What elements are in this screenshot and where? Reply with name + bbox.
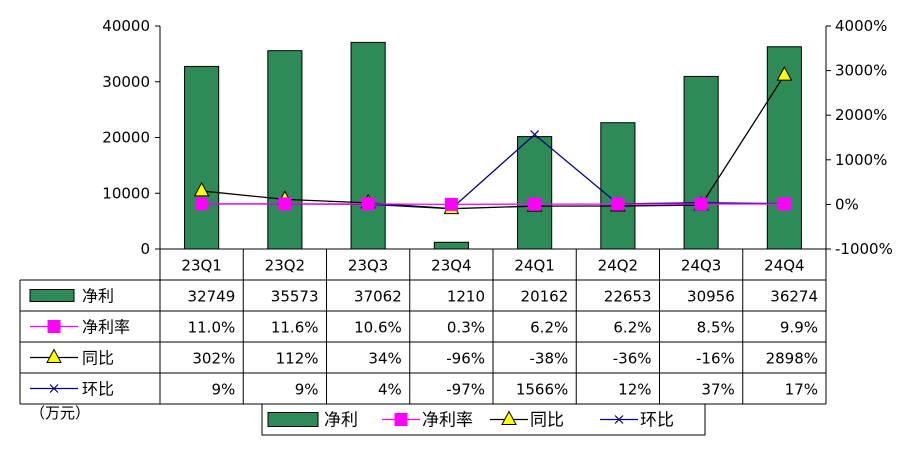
row-label-净利: 净利 bbox=[82, 287, 114, 306]
cell-环比-23Q4: -97% bbox=[446, 381, 485, 399]
cell-净利-23Q2: 35573 bbox=[271, 288, 319, 306]
left-tick-label: 30000 bbox=[102, 73, 150, 91]
point-净利率-24Q1 bbox=[528, 197, 542, 211]
right-tick-label: 2000% bbox=[835, 106, 887, 124]
row-key-marker-净利率 bbox=[47, 320, 61, 333]
category-label: 24Q1 bbox=[514, 257, 554, 275]
row-key-marker-环比 bbox=[49, 384, 59, 393]
unit-label: （万元） bbox=[30, 404, 90, 422]
bar-23Q1 bbox=[184, 65, 220, 250]
point-净利率-23Q3 bbox=[361, 197, 375, 211]
cell-净利率-24Q1: 6.2% bbox=[530, 319, 568, 337]
point-净利率-23Q1 bbox=[195, 197, 209, 211]
point-同比-23Q1 bbox=[193, 181, 210, 197]
legend-label-环比: 环比 bbox=[640, 411, 674, 431]
point-净利率-24Q4 bbox=[777, 197, 791, 211]
cell-净利-23Q4: 1210 bbox=[447, 288, 485, 306]
row-key-marker-同比 bbox=[46, 348, 62, 363]
line-净利率 bbox=[201, 203, 785, 206]
left-tick-label: 40000 bbox=[102, 17, 150, 35]
right-tick-label: 3000% bbox=[835, 62, 887, 80]
cell-净利率-23Q1: 11.0% bbox=[188, 319, 236, 337]
cell-净利率-23Q3: 10.6% bbox=[354, 319, 402, 337]
left-tick-label: 20000 bbox=[102, 129, 150, 147]
cell-净利率-23Q4: 0.3% bbox=[447, 319, 485, 337]
legend-label-净利: 净利 bbox=[324, 411, 358, 431]
cell-同比-23Q3: 34% bbox=[368, 350, 401, 368]
point-净利率-23Q2 bbox=[278, 197, 292, 211]
cell-环比-24Q2: 12% bbox=[618, 381, 651, 399]
cell-净利率-24Q4: 9.9% bbox=[780, 319, 818, 337]
cell-净利-24Q3: 30956 bbox=[687, 288, 735, 306]
cell-净利-24Q2: 22653 bbox=[604, 288, 652, 306]
cell-净利率-24Q2: 6.2% bbox=[613, 319, 651, 337]
category-label: 23Q1 bbox=[181, 257, 221, 275]
legend-marker-同比 bbox=[501, 410, 517, 425]
cell-环比-23Q2: 9% bbox=[295, 381, 319, 399]
legend-marker-环比 bbox=[614, 415, 624, 424]
point-净利率-23Q4 bbox=[444, 197, 458, 211]
row-key-净利 bbox=[29, 289, 75, 302]
bar-23Q4 bbox=[433, 241, 469, 250]
legend-box bbox=[261, 403, 706, 436]
category-label: 24Q4 bbox=[764, 257, 804, 275]
legend-label-净利率: 净利率 bbox=[422, 411, 473, 431]
bar-24Q1 bbox=[517, 136, 553, 250]
cell-同比-24Q1: -38% bbox=[529, 350, 568, 368]
row-label-环比: 环比 bbox=[82, 380, 114, 399]
cell-环比-23Q3: 4% bbox=[378, 381, 402, 399]
cell-同比-23Q2: 112% bbox=[276, 350, 319, 368]
cell-环比-24Q3: 37% bbox=[701, 381, 734, 399]
point-同比-24Q4 bbox=[776, 66, 793, 81]
cell-净利率-23Q2: 11.6% bbox=[271, 319, 319, 337]
cell-净利-23Q3: 37062 bbox=[354, 288, 402, 306]
cell-环比-24Q1: 1566% bbox=[516, 381, 568, 399]
point-环比-24Q1 bbox=[530, 130, 540, 139]
cell-环比-23Q1: 9% bbox=[211, 381, 235, 399]
bar-24Q4 bbox=[766, 46, 802, 250]
cell-同比-24Q3: -16% bbox=[696, 350, 735, 368]
category-label: 24Q2 bbox=[598, 257, 638, 275]
cell-净利率-24Q3: 8.5% bbox=[697, 319, 735, 337]
point-净利率-24Q3 bbox=[694, 197, 708, 211]
right-tick-label: -1000% bbox=[835, 240, 893, 258]
point-净利率-24Q2 bbox=[611, 197, 625, 211]
line-同比 bbox=[201, 74, 785, 210]
category-label: 23Q2 bbox=[265, 257, 305, 275]
legend-key-净利 bbox=[267, 412, 319, 427]
bar-23Q3 bbox=[350, 41, 386, 250]
cell-净利-23Q1: 32749 bbox=[188, 288, 236, 306]
legend-label-同比: 同比 bbox=[530, 411, 564, 431]
row-label-净利率: 净利率 bbox=[82, 318, 130, 337]
cell-净利-24Q4: 36274 bbox=[770, 288, 818, 306]
right-tick-label: 0% bbox=[835, 195, 859, 213]
bar-24Q3 bbox=[683, 75, 719, 250]
category-label: 23Q3 bbox=[348, 257, 388, 275]
category-label: 24Q3 bbox=[681, 257, 721, 275]
bar-24Q2 bbox=[600, 122, 636, 250]
cell-净利-24Q1: 20162 bbox=[521, 288, 569, 306]
cell-同比-23Q1: 302% bbox=[192, 350, 235, 368]
right-tick-label: 4000% bbox=[835, 17, 887, 35]
category-label: 23Q4 bbox=[431, 257, 471, 275]
legend-marker-净利率 bbox=[394, 413, 408, 426]
bar-23Q2 bbox=[267, 50, 303, 250]
left-tick-label: 10000 bbox=[102, 184, 150, 202]
left-tick-label: 0 bbox=[140, 240, 150, 258]
row-label-同比: 同比 bbox=[82, 349, 114, 368]
cell-同比-24Q4: 2898% bbox=[766, 350, 818, 368]
cell-同比-23Q4: -96% bbox=[446, 350, 485, 368]
cell-同比-24Q2: -36% bbox=[613, 350, 652, 368]
right-tick-label: 1000% bbox=[835, 151, 887, 169]
cell-环比-24Q4: 17% bbox=[785, 381, 818, 399]
